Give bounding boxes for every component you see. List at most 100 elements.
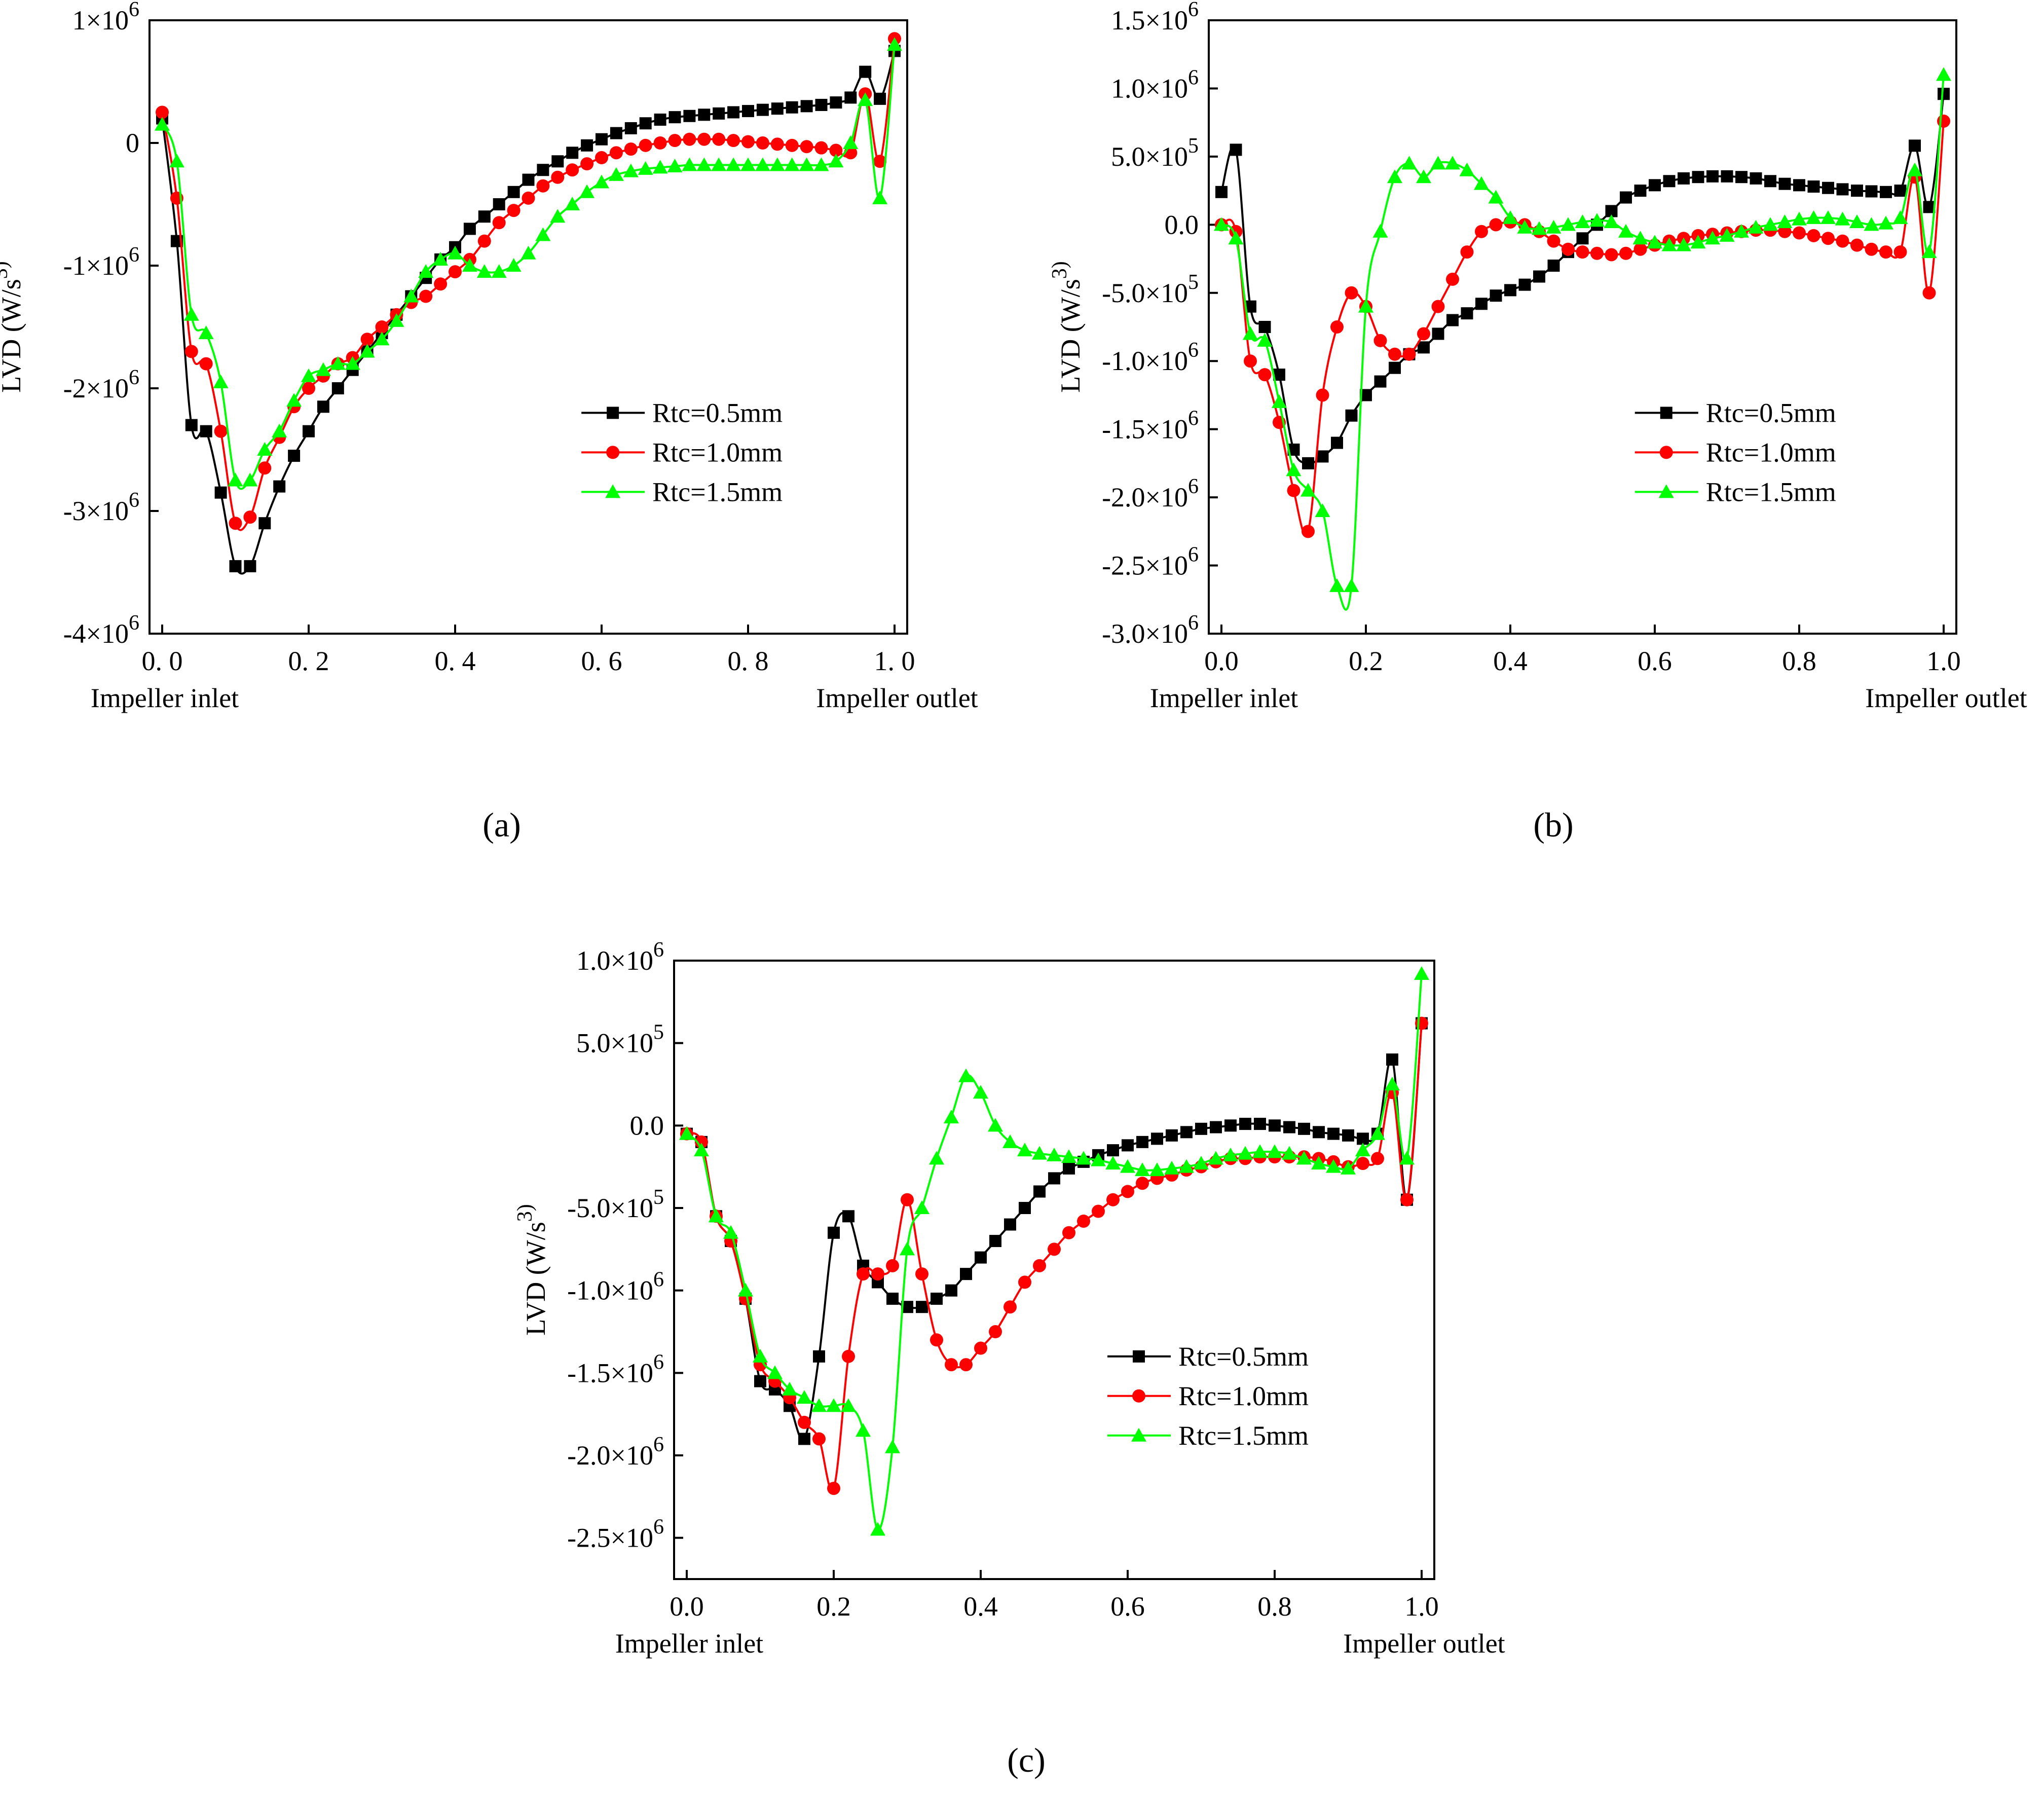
legend-label: Rtc=0.5mm: [1706, 397, 1836, 428]
data-point: [945, 1358, 958, 1372]
data-point: [1032, 1146, 1047, 1160]
data-point: [273, 480, 286, 493]
panel-label-c: (c): [1007, 1741, 1045, 1779]
data-point: [1851, 185, 1863, 197]
y-tick-label: 0.0: [1165, 209, 1199, 240]
data-point: [958, 1068, 974, 1082]
chart-panel-c: (c) 0.0 0.2 0.4 0.6 0.8 1.0 1.0×106 5.0×105 0.0 -…: [513, 938, 1505, 1779]
data-point: [698, 108, 711, 121]
data-point: [1936, 67, 1951, 81]
data-point: [1806, 210, 1822, 224]
data-point: [1865, 242, 1878, 256]
data-point: [375, 320, 389, 334]
data-point: [654, 114, 666, 126]
data-point: [1764, 175, 1776, 188]
data-point: [786, 101, 798, 114]
data-point: [887, 37, 902, 51]
y-axis-label: LVD (W/s3): [513, 1204, 551, 1336]
data-point: [872, 190, 888, 204]
data-point: [1547, 260, 1560, 272]
data-point: [930, 1333, 943, 1347]
data-point: [434, 277, 448, 291]
data-point: [653, 136, 667, 150]
legend-marker: [605, 484, 621, 498]
data-point: [1342, 1129, 1354, 1142]
impeller-inlet-label: Impeller inlet: [1150, 683, 1298, 713]
data-point: [1195, 1122, 1207, 1135]
data-point: [419, 289, 433, 303]
x-tick-label: 0.6: [1638, 646, 1672, 676]
data-point: [257, 442, 273, 456]
data-point: [1388, 347, 1401, 361]
data-point: [1605, 248, 1618, 262]
plot-frame: [673, 960, 1435, 1580]
data-point: [1879, 245, 1892, 259]
data-point: [1135, 1162, 1150, 1177]
data-point: [1345, 286, 1358, 300]
x-tick-label: 0.8: [1257, 1591, 1292, 1622]
data-point: [1836, 183, 1849, 196]
data-point: [623, 163, 639, 177]
data-point: [1777, 214, 1793, 228]
data-point: [301, 368, 316, 382]
data-point: [989, 1235, 1001, 1248]
data-point: [1164, 1160, 1179, 1175]
data-point: [1136, 1136, 1148, 1148]
data-point: [1432, 327, 1444, 340]
data-point: [1166, 1129, 1178, 1142]
data-point: [800, 140, 813, 154]
data-point: [1269, 1119, 1281, 1132]
data-point: [493, 198, 505, 210]
impeller-outlet-label: Impeller outlet: [1343, 1628, 1505, 1659]
x-tick-label: 0.2: [1349, 646, 1383, 676]
data-point: [682, 157, 697, 171]
data-point: [1678, 172, 1690, 185]
y-tick-label: 1×106: [72, 0, 139, 35]
data-point: [360, 333, 374, 346]
data-point: [1344, 578, 1359, 592]
data-point: [1316, 388, 1329, 402]
data-point: [185, 419, 198, 431]
data-point: [1300, 483, 1316, 497]
data-point: [303, 425, 315, 437]
data-point: [1632, 231, 1648, 245]
data-point: [1121, 1185, 1134, 1198]
data-point: [1835, 211, 1850, 226]
data-point: [639, 138, 652, 152]
data-point: [694, 1143, 709, 1157]
y-tick-label: -1.5×106: [1102, 407, 1199, 445]
data-point: [1560, 217, 1576, 231]
data-point: [506, 258, 522, 272]
data-point: [345, 356, 360, 370]
data-point: [1019, 1202, 1031, 1214]
data-point: [1387, 169, 1402, 184]
data-point: [595, 151, 608, 165]
y-tick-label: -1.5×106: [567, 1350, 664, 1388]
data-point: [1355, 1143, 1370, 1157]
data-point: [767, 1365, 783, 1379]
data-point: [418, 264, 434, 278]
data-point: [668, 111, 681, 124]
y-axis-label: LVD (W/s3): [1048, 261, 1086, 393]
data-point: [389, 313, 404, 327]
legend-marker: [1131, 1427, 1146, 1442]
data-point: [476, 264, 492, 278]
data-point: [711, 157, 727, 171]
data-point: [1282, 1146, 1297, 1160]
data-point: [1663, 175, 1676, 188]
data-point: [798, 1433, 810, 1445]
data-point: [1778, 177, 1791, 190]
data-point: [1547, 234, 1560, 248]
data-point: [1418, 341, 1430, 354]
data-point: [900, 1241, 915, 1256]
plot-frame: [148, 19, 908, 635]
data-point: [156, 105, 169, 119]
data-point: [638, 161, 653, 175]
data-point: [1619, 246, 1632, 260]
legend-marker: [607, 407, 619, 419]
data-point: [1092, 1204, 1105, 1218]
data-point: [799, 157, 814, 171]
data-point: [1575, 214, 1590, 228]
data-point: [828, 1226, 840, 1239]
